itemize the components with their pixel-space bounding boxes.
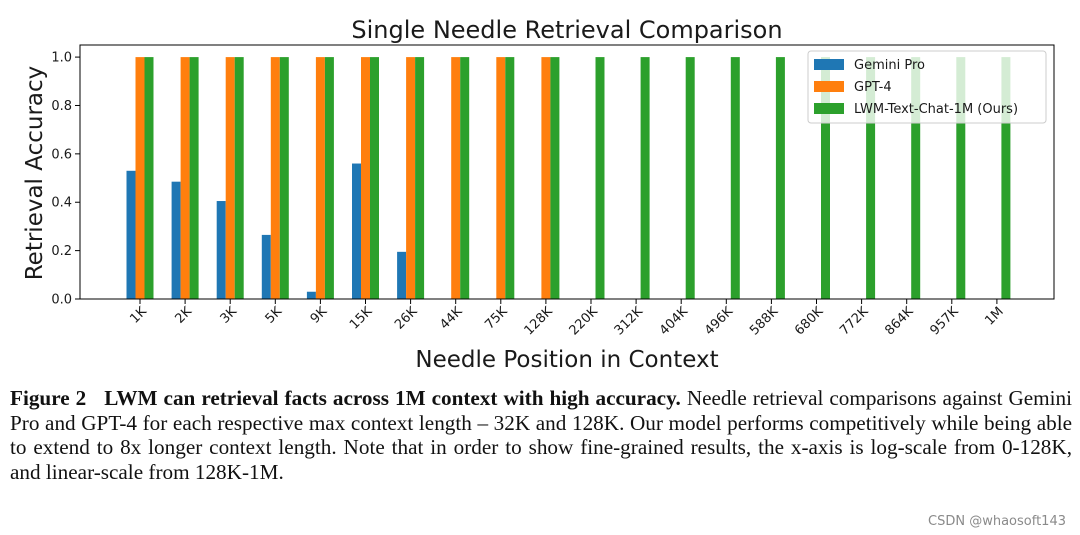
y-tick-label: 0.4: [51, 196, 72, 211]
x-tick-label-312k: 312K: [612, 304, 647, 339]
bar-gemini-pro-15k: [352, 163, 361, 299]
figure-headline: LWM can retrieval facts across 1M contex…: [104, 386, 681, 410]
bar-gpt-4-1k: [135, 57, 145, 299]
x-tick-label-1k: 1K: [127, 304, 150, 327]
bar-gpt-4-128k: [541, 57, 551, 299]
y-tick-label: 0.2: [51, 244, 72, 259]
bar-lwm-text-chat-1m-ours-75k: [505, 57, 515, 299]
x-tick-label-3k: 3K: [218, 304, 241, 327]
x-tick-label-864k: 864K: [882, 304, 917, 339]
legend-swatch-0: [814, 59, 844, 70]
x-tick-label-1m: 1M: [982, 304, 1006, 328]
x-tick-label-75k: 75K: [482, 304, 511, 333]
bar-chart: Single Needle Retrieval Comparison Retri…: [22, 16, 1055, 373]
x-tick-label-128k: 128K: [522, 304, 557, 339]
x-tick-label-5k: 5K: [263, 304, 286, 327]
y-tick-label: 0.8: [51, 99, 72, 114]
bar-lwm-text-chat-1m-ours-26k: [415, 57, 425, 299]
bar-lwm-text-chat-1m-ours-957k: [956, 57, 966, 299]
y-tick-label: 0.6: [51, 147, 72, 162]
x-tick-label-44k: 44K: [437, 304, 466, 333]
x-tick-label-680k: 680K: [792, 304, 827, 339]
bar-gpt-4-44k: [451, 57, 461, 299]
bar-lwm-text-chat-1m-ours-5k: [279, 57, 289, 299]
chart-title: Single Needle Retrieval Comparison: [351, 16, 782, 44]
bar-lwm-text-chat-1m-ours-772k: [866, 57, 876, 299]
bar-gemini-pro-3k: [216, 201, 226, 299]
bar-lwm-text-chat-1m-ours-1k: [144, 57, 154, 299]
bar-lwm-text-chat-1m-ours-15k: [370, 57, 379, 299]
y-axis-label: Retrieval Accuracy: [22, 66, 48, 281]
x-tick-label-220k: 220K: [567, 304, 602, 339]
bar-lwm-text-chat-1m-ours-588k: [775, 57, 785, 299]
x-tick-label-588k: 588K: [747, 304, 782, 339]
bars-group: [126, 57, 1011, 299]
legend-swatch-2: [814, 103, 844, 114]
x-tick-label-15k: 15K: [347, 304, 376, 333]
bar-lwm-text-chat-1m-ours-2k: [189, 57, 199, 299]
bar-gemini-pro-5k: [261, 234, 271, 299]
watermark: CSDN @whaosoft143: [928, 514, 1066, 529]
x-tick-label-26k: 26K: [392, 304, 421, 333]
x-tick-label-496k: 496K: [702, 304, 737, 339]
bar-lwm-text-chat-1m-ours-3k: [234, 57, 244, 299]
bar-gemini-pro-2k: [171, 181, 181, 299]
legend-label-0: Gemini Pro: [854, 58, 925, 73]
bar-lwm-text-chat-1m-ours-312k: [640, 57, 650, 299]
x-axis-label: Needle Position in Context: [415, 347, 718, 373]
y-tick-label: 1.0: [51, 51, 72, 66]
bar-lwm-text-chat-1m-ours-220k: [595, 57, 605, 299]
bar-lwm-text-chat-1m-ours-496k: [730, 57, 740, 299]
x-axis-ticks: 1K 2K 3K 5K 9K 15K 26K 44K 75K 128K 220K 312K 404K 49…: [127, 299, 1007, 339]
y-tick-label: 0.0: [51, 293, 72, 308]
x-tick-label-9k: 9K: [308, 304, 331, 327]
bar-gemini-pro-26k: [397, 251, 407, 299]
x-tick-label-772k: 772K: [837, 304, 872, 339]
bar-lwm-text-chat-1m-ours-404k: [685, 57, 695, 299]
x-tick-label-404k: 404K: [657, 304, 692, 339]
bar-gpt-4-15k: [361, 57, 370, 299]
figure-label: Figure 2: [10, 386, 87, 410]
bar-gpt-4-2k: [180, 57, 190, 299]
bar-lwm-text-chat-1m-ours-1m: [1001, 57, 1011, 299]
figure-caption: Figure 2 LWM can retrieval facts across …: [10, 386, 1072, 484]
legend-label-1: GPT-4: [854, 80, 892, 95]
bar-lwm-text-chat-1m-ours-9k: [324, 57, 334, 299]
bar-lwm-text-chat-1m-ours-44k: [460, 57, 470, 299]
legend: Gemini Pro GPT-4 LWM-Text-Chat-1M (Ours): [807, 50, 1047, 124]
legend-label-2: LWM-Text-Chat-1M (Ours): [854, 102, 1018, 117]
bar-gpt-4-5k: [270, 57, 280, 299]
legend-box: [807, 50, 1047, 124]
x-tick-label-957k: 957K: [927, 304, 962, 339]
y-axis-ticks: 0.0 0.2 0.4 0.6 0.8 1.0: [51, 51, 80, 308]
x-tick-label-2k: 2K: [172, 304, 195, 327]
figure-caption-body: Needle retrieval comparisons against Gem…: [10, 386, 1072, 484]
bar-lwm-text-chat-1m-ours-864k: [911, 57, 921, 299]
bar-gpt-4-26k: [406, 57, 416, 299]
bar-gemini-pro-1k: [126, 170, 136, 299]
legend-swatch-1: [814, 81, 844, 92]
bar-gpt-4-75k: [496, 57, 506, 299]
bar-lwm-text-chat-1m-ours-680k: [821, 57, 830, 299]
bar-lwm-text-chat-1m-ours-128k: [550, 57, 560, 299]
bar-gpt-4-3k: [225, 57, 235, 299]
bar-gemini-pro-9k: [306, 291, 316, 299]
bar-gpt-4-9k: [315, 57, 325, 299]
plot-frame: [79, 44, 1055, 300]
